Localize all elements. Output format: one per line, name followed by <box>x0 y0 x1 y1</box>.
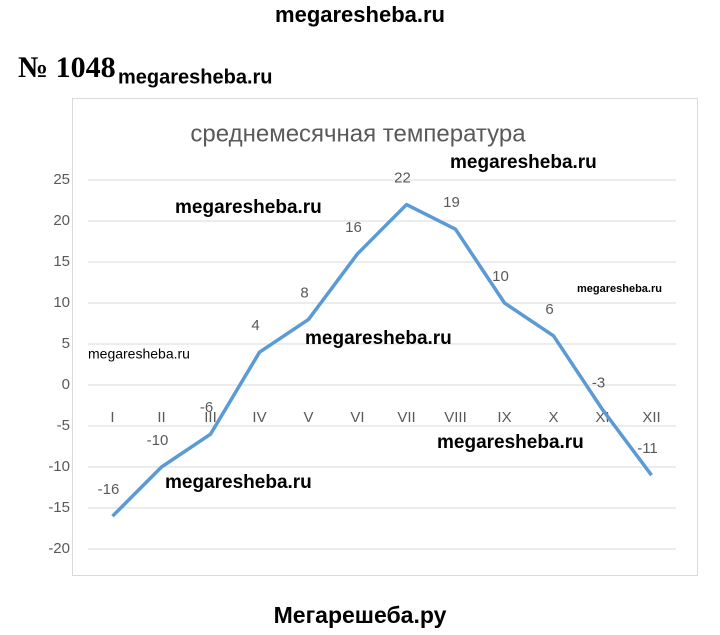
x-tick-label: V <box>303 409 313 426</box>
y-tick-label: -10 <box>48 458 70 475</box>
y-tick-label: 5 <box>62 335 70 352</box>
x-tick-label: I <box>110 409 114 426</box>
watermarks: megaresheba.ru megaresheba.ru megaresheba.… <box>88 152 662 493</box>
watermark: megaresheba.ru <box>450 152 597 173</box>
data-label: 16 <box>345 219 362 236</box>
x-tick-label: VII <box>397 409 415 426</box>
data-label: 8 <box>300 284 308 301</box>
watermark: megaresheba.ru <box>165 472 312 493</box>
data-label: 10 <box>492 268 509 285</box>
watermark: megaresheba.ru <box>437 432 584 453</box>
x-tick-label: XII <box>642 409 660 426</box>
x-tick-label: IV <box>252 409 266 426</box>
data-label: 22 <box>394 170 411 187</box>
y-tick-label: -5 <box>57 417 70 434</box>
watermark: megaresheba.ru <box>88 346 190 362</box>
x-tick-label: II <box>157 409 165 426</box>
site-footer: Мегарешеба.ру <box>274 602 447 628</box>
chart-frame <box>72 98 698 576</box>
watermark: megaresheba.ru <box>175 197 322 218</box>
data-label: -11 <box>637 440 658 457</box>
data-label: 6 <box>545 301 553 318</box>
y-tick-label: -15 <box>48 499 70 516</box>
task-watermark: megaresheba.ru <box>118 66 273 88</box>
data-label: -6 <box>200 399 213 416</box>
data-label: -3 <box>592 375 605 392</box>
data-label: 4 <box>251 317 259 334</box>
y-tick-label: 10 <box>53 294 70 311</box>
watermark: megaresheba.ru <box>577 283 662 295</box>
y-tick-label: 25 <box>53 171 70 188</box>
data-label: -10 <box>147 432 169 449</box>
x-tick-label: VIII <box>444 409 467 426</box>
x-tick-label: X <box>548 409 558 426</box>
y-tick-label: -20 <box>48 540 70 557</box>
y-tick-label: 15 <box>53 253 70 270</box>
y-tick-label: 20 <box>53 212 70 229</box>
chart-title: среднемесячная температура <box>190 120 526 147</box>
x-tick-label: III <box>204 409 217 426</box>
series-line <box>111 202 653 518</box>
watermark: megaresheba.ru <box>305 328 452 349</box>
data-label: 19 <box>443 194 460 211</box>
x-tick-label: VI <box>350 409 364 426</box>
data-label: -16 <box>98 481 120 498</box>
x-tick-label: IX <box>497 409 511 426</box>
site-header: megaresheba.ru <box>275 2 445 27</box>
task-number: № 1048 <box>18 51 116 84</box>
y-tick-label: 0 <box>62 376 70 393</box>
